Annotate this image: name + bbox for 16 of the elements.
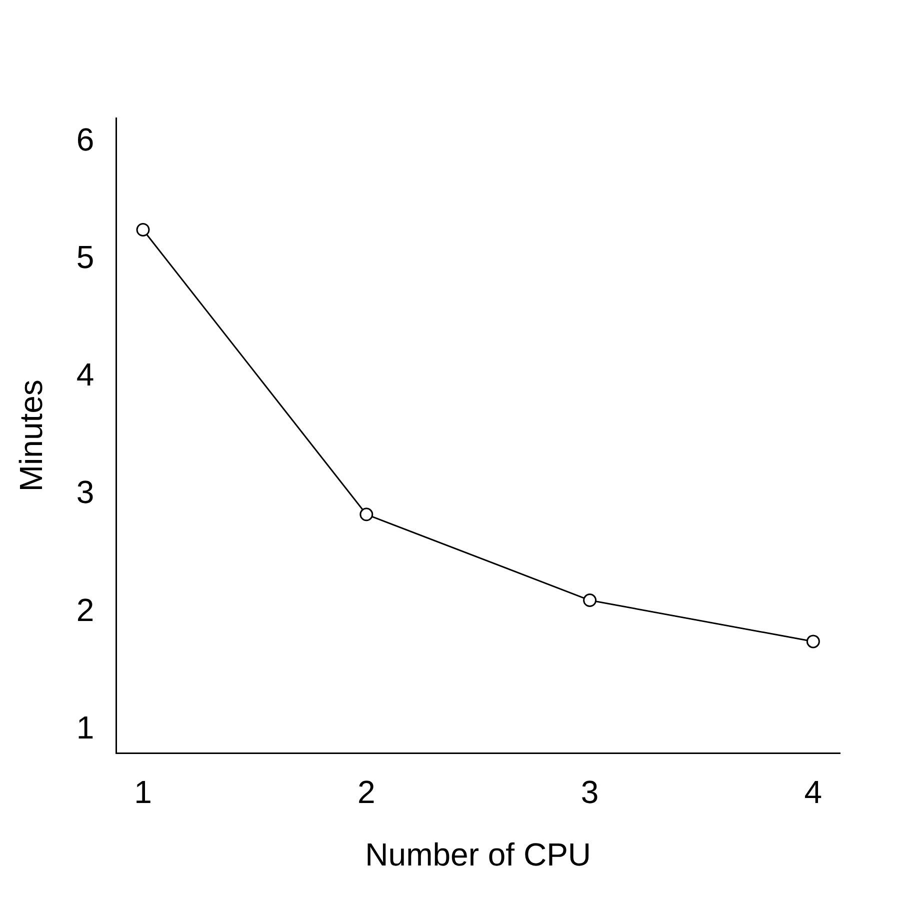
x-tick-label: 1: [134, 774, 152, 810]
point: [583, 594, 597, 608]
y-tick-label: 5: [76, 238, 94, 275]
y-tick-label: 2: [76, 592, 94, 628]
point: [360, 508, 374, 522]
x-axis-title: Number of CPU: [365, 836, 592, 873]
y-tick-label: 6: [76, 121, 94, 158]
x-tick-label: 4: [804, 774, 822, 810]
x-tick-label: 2: [358, 774, 376, 810]
y-tick-label: 1: [76, 710, 94, 746]
y-axis-title: Minutes: [13, 380, 50, 492]
point: [136, 223, 150, 236]
x-tick-label: 3: [580, 774, 599, 810]
y-tick-label: 3: [76, 474, 94, 510]
y-tick-label: 4: [76, 356, 94, 393]
point: [806, 634, 820, 648]
